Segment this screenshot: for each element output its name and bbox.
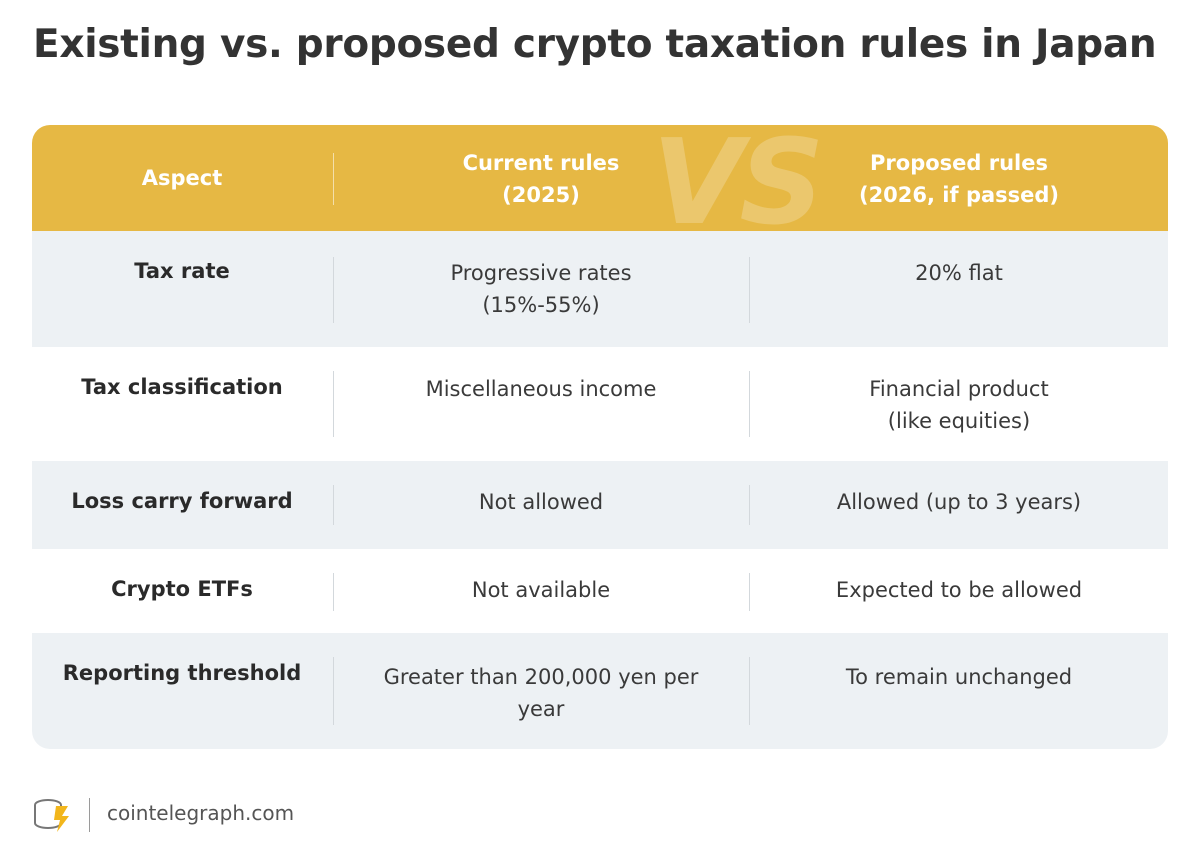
row-current: Greater than 200,000 yen per year bbox=[383, 665, 699, 721]
table-row: Tax classification Miscellaneous income … bbox=[32, 347, 1168, 461]
table-row: Reporting threshold Greater than 200,000… bbox=[32, 633, 1168, 749]
row-current: Not allowed bbox=[478, 490, 604, 514]
row-aspect: Tax classification bbox=[81, 375, 283, 399]
row-proposed: Financial product (like equities) bbox=[869, 377, 1049, 433]
comparison-table: VS Aspect Current rules (2025) Proposed … bbox=[32, 125, 1168, 749]
column-divider bbox=[749, 573, 750, 611]
column-divider bbox=[749, 257, 750, 323]
column-divider bbox=[333, 657, 334, 725]
row-current: Miscellaneous income bbox=[425, 377, 657, 401]
table-row: Loss carry forward Not allowed Allowed (… bbox=[32, 461, 1168, 549]
row-proposed: Expected to be allowed bbox=[835, 578, 1083, 602]
cointelegraph-logo-icon bbox=[32, 796, 72, 836]
column-divider bbox=[333, 485, 334, 525]
column-divider bbox=[333, 257, 334, 323]
header-proposed-rules: Proposed rules (2026, if passed) bbox=[858, 151, 1060, 207]
column-divider bbox=[333, 573, 334, 611]
header-divider bbox=[333, 153, 334, 205]
row-proposed: Allowed (up to 3 years) bbox=[836, 490, 1082, 514]
row-current: Not available bbox=[471, 578, 611, 602]
row-aspect: Tax rate bbox=[134, 259, 230, 283]
footer-divider bbox=[89, 798, 90, 832]
row-aspect: Reporting threshold bbox=[62, 661, 302, 685]
column-divider bbox=[749, 371, 750, 437]
row-aspect: Crypto ETFs bbox=[111, 577, 253, 601]
header-current-rules: Current rules (2025) bbox=[462, 151, 620, 207]
column-divider bbox=[749, 657, 750, 725]
table-row: Tax rate Progressive rates (15%-55%) 20%… bbox=[32, 231, 1168, 347]
row-proposed: 20% flat bbox=[915, 261, 1003, 285]
table-row: Crypto ETFs Not available Expected to be… bbox=[32, 549, 1168, 633]
column-divider bbox=[333, 371, 334, 437]
table-header: VS Aspect Current rules (2025) Proposed … bbox=[32, 125, 1168, 231]
row-aspect: Loss carry forward bbox=[71, 489, 293, 513]
column-divider bbox=[749, 485, 750, 525]
footer-brand-text: cointelegraph.com bbox=[107, 801, 295, 825]
header-aspect: Aspect bbox=[141, 166, 223, 190]
row-current: Progressive rates (15%-55%) bbox=[450, 261, 632, 317]
row-proposed: To remain unchanged bbox=[845, 665, 1073, 689]
page-title: Existing vs. proposed crypto taxation ru… bbox=[33, 22, 1157, 67]
